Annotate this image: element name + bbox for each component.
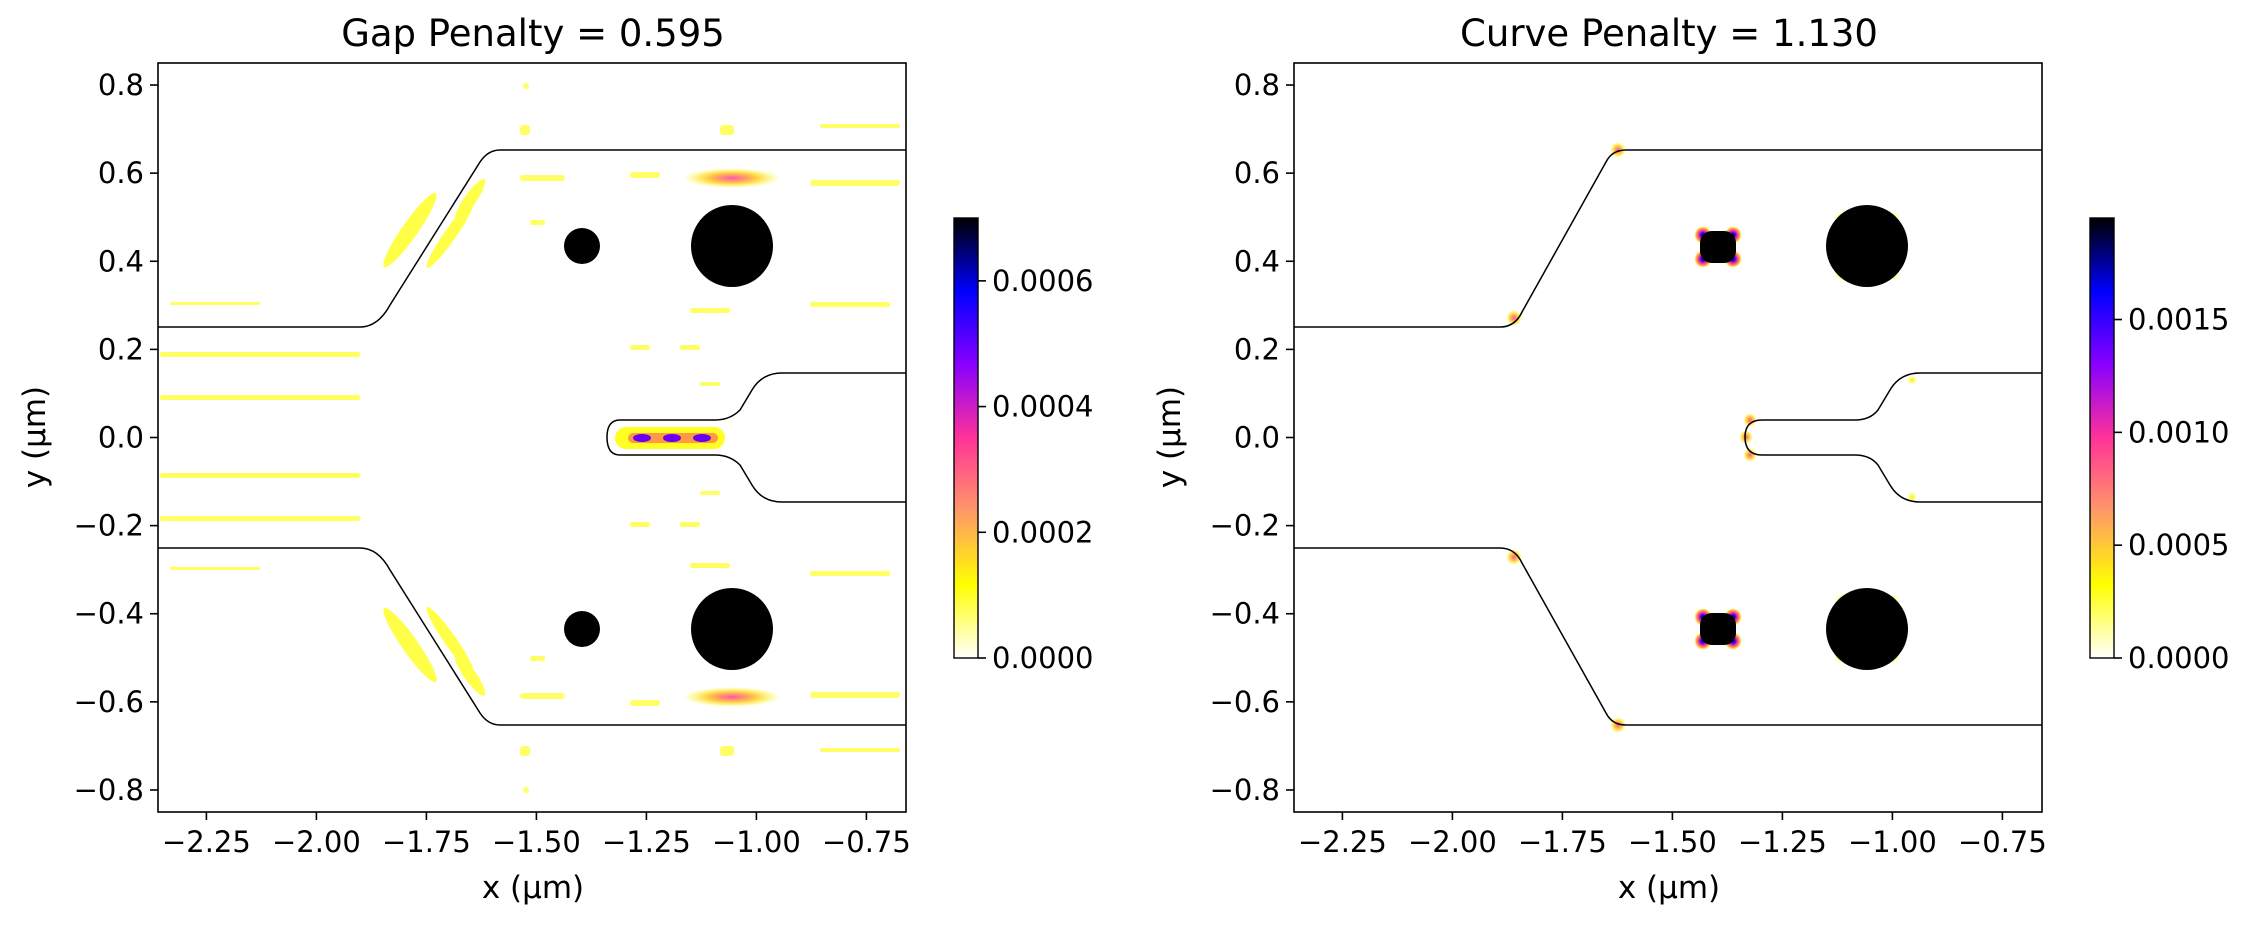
x-tick-label: −1.00 bbox=[1848, 825, 1937, 859]
x-tick-label: −1.50 bbox=[1628, 825, 1717, 859]
curve-penalty-colorbar: 0.0000 0.0005 0.0010 0.0015 bbox=[2089, 217, 2229, 675]
y-axis-label: y (μm) bbox=[1152, 386, 1188, 488]
x-tick-label: −1.00 bbox=[712, 825, 801, 859]
chart-title: Curve Penalty = 1.130 bbox=[1460, 12, 1878, 55]
curve-penalty-axes: −2.25 −2.00 −1.75 −1.50 −1.25 −1.00 −0.75 0.8 0.… bbox=[1210, 62, 2047, 859]
y-axis-label: y (μm) bbox=[17, 386, 53, 488]
x-tick-label: −1.75 bbox=[382, 825, 471, 859]
y-tick-label: −0.8 bbox=[1210, 773, 1280, 807]
y-tick-label: −0.4 bbox=[74, 597, 144, 631]
chart-title: Gap Penalty = 0.595 bbox=[341, 12, 725, 55]
left-stripe-pattern bbox=[160, 302, 360, 570]
y-tick-label: 0.4 bbox=[98, 244, 144, 278]
colorbar-tick-label: 0.0005 bbox=[2128, 528, 2229, 562]
gap-penalty-field bbox=[160, 83, 900, 793]
x-tick-label: −2.25 bbox=[162, 825, 251, 859]
core-hotspots bbox=[615, 427, 725, 449]
colorbar-tick-label: 0.0004 bbox=[992, 390, 1093, 424]
x-tick-label: −0.75 bbox=[1958, 825, 2047, 859]
y-tick-label: 0.8 bbox=[1234, 68, 1280, 102]
colorbar-gradient bbox=[953, 217, 979, 659]
colorbar-tick-label: 0.0000 bbox=[992, 641, 1093, 675]
x-tick-label: −1.25 bbox=[602, 825, 691, 859]
y-tick-label: −0.2 bbox=[74, 509, 144, 543]
curve-penalty-panel: Curve Penalty = 1.130 bbox=[1152, 12, 2229, 906]
colorbar-tick-label: 0.0002 bbox=[992, 515, 1093, 549]
y-tick-label: 0.4 bbox=[1234, 244, 1280, 278]
y-tick-label: 0.2 bbox=[98, 332, 144, 366]
colorbar-tick-label: 0.0015 bbox=[2128, 303, 2229, 337]
colorbar-gradient bbox=[2089, 217, 2115, 659]
x-axis-label: x (μm) bbox=[1618, 870, 1720, 906]
colorbar-tick-label: 0.0006 bbox=[992, 264, 1093, 298]
x-tick-label: −0.75 bbox=[822, 825, 911, 859]
gap-penalty-panel: Gap Penalty = 0.595 bbox=[17, 12, 1093, 906]
x-tick-label: −1.50 bbox=[492, 825, 581, 859]
y-tick-label: 0.6 bbox=[1234, 156, 1280, 190]
device-outline bbox=[1294, 149, 2042, 726]
device-outline bbox=[158, 149, 906, 726]
gap-penalty-axes: −2.25 −2.00 −1.75 −1.50 −1.25 −1.00 −0.75 0.8 0.… bbox=[74, 62, 911, 859]
x-axis-label: x (μm) bbox=[482, 870, 584, 906]
lower-arc-hotspot bbox=[684, 687, 780, 707]
gap-penalty-colorbar: 0.0000 0.0002 0.0004 0.0006 bbox=[953, 217, 1093, 675]
x-tick-label: −1.75 bbox=[1518, 825, 1607, 859]
scattered-features bbox=[520, 83, 900, 793]
x-tick-label: −1.25 bbox=[1738, 825, 1827, 859]
corner-hotspots bbox=[1506, 142, 1917, 733]
x-tick-label: −2.25 bbox=[1298, 825, 1387, 859]
y-tick-label: 0.0 bbox=[98, 421, 144, 455]
colorbar-tick-label: 0.0000 bbox=[2128, 641, 2229, 675]
y-tick-label: −0.2 bbox=[1210, 509, 1280, 543]
plot-frame bbox=[1293, 62, 2043, 813]
upper-arc-hotspot bbox=[684, 168, 780, 188]
y-tick-label: −0.6 bbox=[74, 685, 144, 719]
x-tick-label: −2.00 bbox=[1408, 825, 1497, 859]
y-tick-label: 0.6 bbox=[98, 156, 144, 190]
y-tick-label: 0.0 bbox=[1234, 421, 1280, 455]
y-tick-label: −0.4 bbox=[1210, 597, 1280, 631]
x-tick-label: −2.00 bbox=[272, 825, 361, 859]
y-tick-label: −0.8 bbox=[74, 773, 144, 807]
square-hole-hotspots bbox=[1694, 226, 1742, 650]
taper-streaks bbox=[383, 179, 486, 696]
colorbar-tick-label: 0.0010 bbox=[2128, 415, 2229, 449]
y-tick-label: 0.2 bbox=[1234, 332, 1280, 366]
y-tick-label: 0.8 bbox=[98, 68, 144, 102]
y-tick-label: −0.6 bbox=[1210, 685, 1280, 719]
